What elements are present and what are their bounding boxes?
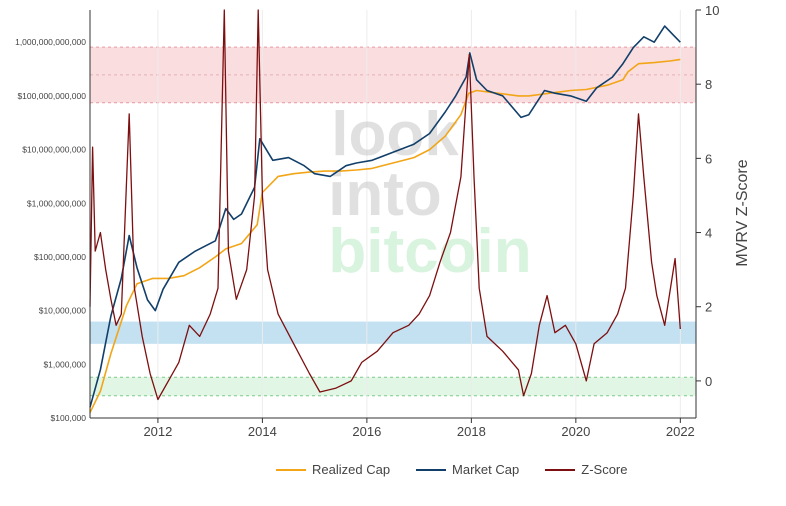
y-right-tick-label-10: 10 [705,3,719,18]
watermark-line-1: look [331,100,459,169]
y-left-tick-label-3: $100,000,000 [34,252,86,262]
x-tick-label-2012: 2012 [143,424,172,439]
legend-item-z-score[interactable]: Z-Score [545,462,627,477]
y-right-axis-label: MVRV Z-Score [734,159,751,266]
watermark-line-2: into [328,160,442,229]
y-right-tick-label-6: 6 [705,151,712,166]
x-tick-label-2022: 2022 [666,424,695,439]
legend-label-realized-cap: Realized Cap [312,462,391,477]
series-line-market-cap [89,25,681,408]
y-left-tick-label-4: $1,000,000,000 [27,198,86,208]
y-right-tick-label-0: 0 [705,374,712,389]
legend-swatch-market-cap [416,468,447,471]
legend-swatch-realized-cap [276,468,306,471]
series-line-z-score [89,9,681,401]
legend-label-z-score: Z-Score [581,462,628,477]
legend-label-market-cap: Market Cap [452,462,520,477]
y-left-tick-label-2: $10,000,000 [39,306,87,316]
y-right-tick-label-2: 2 [705,300,712,315]
y-left-tick-label-7: 1,000,000,000,000 [15,37,86,47]
y-right-tick-label-4: 4 [705,226,712,241]
band-bottom [90,377,696,396]
watermark-line-3: bitcoin [328,217,531,286]
x-tick-label-2018: 2018 [457,424,486,439]
y-left-tick-label-5: $10,000,000,000 [22,145,86,155]
y-right-tick-label-8: 8 [705,77,712,92]
grid-lines [157,10,681,418]
x-tick-label-2014: 2014 [248,424,277,439]
y-left-tick-label-1: $1,000,000 [43,359,86,369]
series-lines [89,9,681,413]
x-tick-label-2020: 2020 [561,424,590,439]
x-tick-label-2016: 2016 [352,424,381,439]
legend-item-realized-cap[interactable]: Realized Cap [276,462,390,477]
y-left-tick-label-0: $100,000 [51,413,87,423]
series-line-realized-cap [89,58,681,413]
y-left-tick-label-6: $100,000,000,000 [17,91,86,101]
legend-swatch-z-score [545,468,576,471]
axes: 2012 2014 2016 2018 2020 2022 $100,000 $1,000,0… [15,3,719,439]
legend: Realized Cap Market Cap Z-Score [276,462,627,477]
legend-item-market-cap[interactable]: Market Cap [416,462,519,477]
